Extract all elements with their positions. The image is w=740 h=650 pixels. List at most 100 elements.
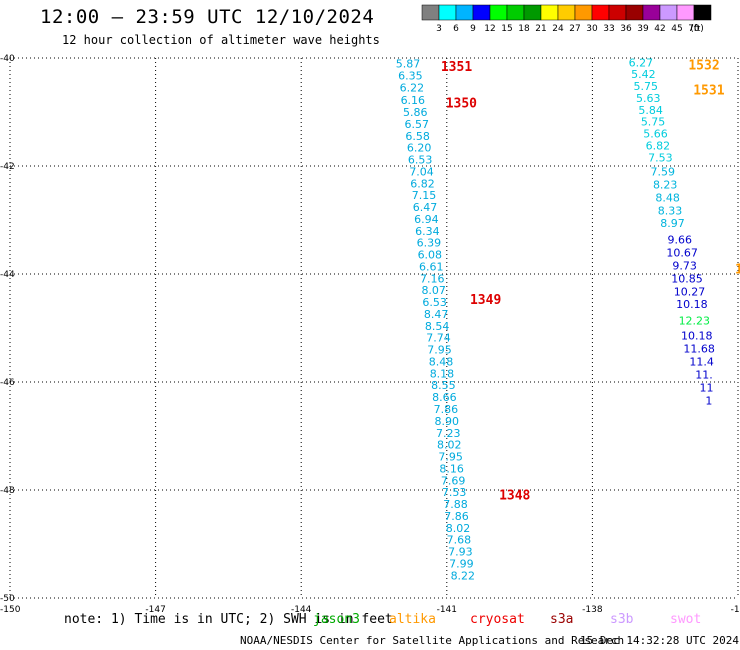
wave-height-label: 1 xyxy=(705,394,712,407)
wave-height-label: 7.53 xyxy=(442,486,467,499)
colorbar-tick-label: 36 xyxy=(620,24,632,34)
colorbar-tick-label: 6 xyxy=(453,24,459,34)
wave-height-label: 6.94 xyxy=(414,213,439,226)
wave-height-label: 6.58 xyxy=(405,130,430,143)
colorbar-tick-label: 45 xyxy=(671,24,682,34)
wave-height-label: 5.63 xyxy=(636,92,661,105)
wave-height-label: 8.18 xyxy=(430,367,455,380)
legend-s3a: s3a xyxy=(550,612,574,627)
orbit-number-label: 1531 xyxy=(693,83,724,98)
lon-tick-label: -144 xyxy=(291,605,312,615)
wave-height-label: 11 xyxy=(699,381,713,394)
wave-height-label: 11.68 xyxy=(683,343,715,356)
wave-height-label: 12.23 xyxy=(679,314,711,327)
wave-height-colorbar: 3 6 9 12 15 18 21 24 27 30 33 36 39 42 45 70(ft) xyxy=(421,4,712,34)
wave-height-label: 8.22 xyxy=(451,569,476,582)
wave-height-label: 6.57 xyxy=(404,118,429,131)
orbit-number-label: 1349 xyxy=(470,293,501,308)
wave-height-label: 6.20 xyxy=(407,142,432,155)
wave-height-label: 10.67 xyxy=(666,246,698,259)
wave-height-label: 7.74 xyxy=(426,332,451,345)
wave-height-label: 6.22 xyxy=(400,82,425,95)
wave-height-label: 6.16 xyxy=(401,94,426,107)
lon-tick-label: -147 xyxy=(145,605,165,615)
wave-height-label: 7.88 xyxy=(443,498,468,511)
wave-height-label: 5.86 xyxy=(403,106,428,119)
lon-tick-label: -141 xyxy=(437,605,457,615)
wave-height-label: 6.82 xyxy=(646,139,671,152)
colorbar-tick-label: 9 xyxy=(470,24,476,34)
wave-height-label: 7.59 xyxy=(651,165,676,178)
wave-height-label: 7.86 xyxy=(434,403,459,416)
wave-height-label: 7.93 xyxy=(448,546,473,559)
orbit-number-label: 1532 xyxy=(688,58,719,73)
wave-height-label: 7.86 xyxy=(444,510,469,523)
wave-height-label: 8.16 xyxy=(439,462,464,475)
lon-tick-label: -150 xyxy=(0,605,21,615)
wave-height-label: 10.85 xyxy=(671,272,703,285)
wave-height-label: 7.95 xyxy=(427,344,452,357)
wave-height-label: 8.33 xyxy=(658,204,683,217)
wave-height-label: 8.48 xyxy=(655,191,680,204)
wave-height-label: 6.35 xyxy=(398,69,423,82)
colorbar-tick-label: 39 xyxy=(637,24,649,34)
wave-height-label: 7.16 xyxy=(420,272,445,285)
colorbar-tick-label: 15 xyxy=(501,24,512,34)
legend-swot: swot xyxy=(670,612,702,627)
wave-height-label: 5.75 xyxy=(634,80,659,93)
lon-tick-label: -13 xyxy=(731,605,740,615)
lat-tick-label: -48 xyxy=(0,486,15,496)
wave-height-label: 6.39 xyxy=(417,237,442,250)
wave-height-label: 7.15 xyxy=(412,189,437,202)
footer-timestamp: 15 Dec 14:32:28 UTC 2024 xyxy=(580,634,739,647)
wave-height-label: 6.27 xyxy=(629,56,654,69)
lat-tick-label: -42 xyxy=(0,162,15,172)
wave-height-label: 5.75 xyxy=(641,116,666,129)
colorbar-tick-label: 3 xyxy=(436,24,442,34)
wave-height-label: 8.02 xyxy=(437,439,462,452)
lat-tick-label: -50 xyxy=(0,594,15,604)
lat-tick-label: -46 xyxy=(0,378,15,388)
wave-height-label: 6.53 xyxy=(408,154,433,167)
wave-height-label: 8.47 xyxy=(424,308,449,321)
orbit-number-label: 1351 xyxy=(441,60,472,75)
legend-jason3: jason3 xyxy=(313,612,360,627)
colorbar-tick-label: 12 xyxy=(484,24,495,34)
colorbar-unit: (ft) xyxy=(690,24,704,34)
colorbar-tick-label: 24 xyxy=(552,24,564,34)
wave-height-label: 10.27 xyxy=(674,285,706,298)
orbit-number-label: 1348 xyxy=(499,488,530,503)
colorbar-tick-label: 27 xyxy=(569,24,580,34)
wave-height-label: 6.53 xyxy=(422,296,447,309)
wave-height-label: 7.53 xyxy=(648,151,673,164)
wave-height-label: 11. xyxy=(695,368,713,381)
wave-height-label: 6.47 xyxy=(413,201,438,214)
orbit-number-label: 15 xyxy=(735,263,740,278)
wave-height-label: 8.66 xyxy=(432,391,457,404)
legend-s3b: s3b xyxy=(610,612,634,627)
colorbar-tick-label: 18 xyxy=(518,24,530,34)
wave-height-label: 11.4 xyxy=(689,355,714,368)
wave-height-label: 8.55 xyxy=(431,379,456,392)
wave-height-label: 8.90 xyxy=(435,415,460,428)
legend-altika: altika xyxy=(389,612,436,627)
wave-height-label: 7.23 xyxy=(436,427,461,440)
lon-tick-label: -138 xyxy=(582,605,603,615)
wave-height-label: 10.18 xyxy=(676,298,708,311)
colorbar-tick-label: 70 xyxy=(688,24,700,34)
wave-height-label: 8.23 xyxy=(653,178,678,191)
colorbar-tick-label: 30 xyxy=(586,24,598,34)
wave-height-label: 8.97 xyxy=(660,217,685,230)
wave-height-label: 9.66 xyxy=(668,233,693,246)
wave-height-label: 6.08 xyxy=(418,249,443,262)
wave-height-label: 5.87 xyxy=(396,57,421,70)
orbit-number-label: 1350 xyxy=(446,96,477,111)
footer-credit: NOAA/NESDIS Center for Satellite Applica… xyxy=(240,634,625,647)
wave-height-label: 5.66 xyxy=(643,128,668,141)
wave-height-label: 10.18 xyxy=(681,330,713,343)
lat-tick-label: -40 xyxy=(0,54,15,64)
wave-height-label: 7.95 xyxy=(438,451,463,464)
wave-height-label: 6.82 xyxy=(410,177,435,190)
wave-height-label: 7.68 xyxy=(447,534,472,547)
